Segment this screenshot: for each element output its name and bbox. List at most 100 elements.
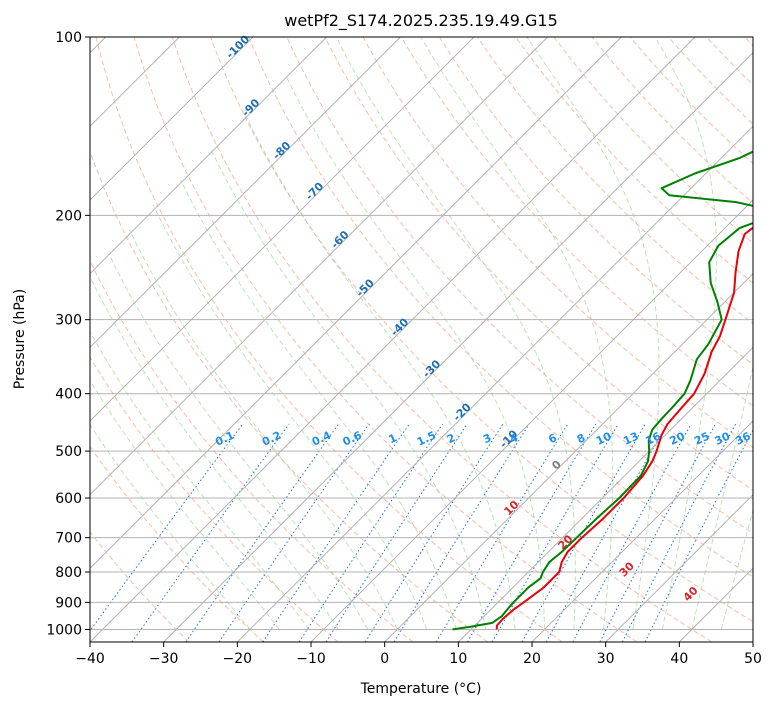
mixing-ratio-line [521, 423, 646, 642]
x-tick-label: −40 [75, 651, 105, 667]
isotherm-label: -70 [303, 180, 326, 203]
mixing-ratio-label: 16 [643, 429, 663, 447]
isotherm-line [90, 37, 549, 496]
moist-adiabat-label: 30 [617, 559, 637, 579]
mixing-ratio-line [218, 423, 370, 642]
axes: −40 −30 −20 −10 0 10 20 30 40 50 1000 900 800 700 600 5… [46, 30, 762, 667]
mixing-ratio-line [467, 423, 597, 642]
isotherm-line [90, 37, 696, 642]
moist-adiabat-line [691, 364, 753, 630]
x-axis-title: Temperature (°C) [360, 681, 482, 697]
y-tick-label: 1000 [46, 622, 82, 638]
x-tick-label: 0 [380, 651, 389, 667]
x-tick-label: 20 [523, 651, 541, 667]
mixing-ratio-label: 8 [575, 431, 587, 446]
isotherm-line [384, 272, 753, 642]
mixing-ratio-line [185, 423, 340, 642]
dry-adiabat-line [400, 37, 753, 407]
x-tick-label: 50 [744, 651, 762, 667]
isotherm-line [90, 37, 622, 570]
isotherm-line [752, 641, 753, 642]
x-tick-label: 10 [449, 651, 467, 667]
mixing-ratio-line [644, 428, 753, 642]
y-tick-label: 800 [55, 565, 82, 581]
dry-adiabat-line [668, 37, 753, 125]
mixing-ratio-line [262, 423, 410, 642]
isotherm-label: -80 [270, 139, 293, 162]
moist-adiabat-line [420, 37, 614, 630]
x-tick-label: −30 [149, 651, 179, 667]
background-lines [90, 37, 753, 642]
isotherm-label: -90 [239, 96, 262, 119]
isotherm-label: -40 [388, 315, 411, 338]
mixing-ratio-label: 6 [546, 431, 559, 446]
x-tick-label: −10 [296, 651, 326, 667]
moist-adiabat-line [90, 423, 251, 630]
moist-adiabat-line [180, 179, 457, 630]
dry-adiabat-line [171, 37, 712, 642]
y-tick-label: 200 [55, 208, 82, 224]
moist-adiabat-line [654, 37, 717, 630]
isotherm-line [457, 346, 753, 642]
dry-adiabat-line [553, 37, 753, 244]
y-tick-label: 900 [55, 595, 82, 611]
plot-frame [89, 36, 754, 643]
y-axis-title: Pressure (hPa) [12, 289, 28, 389]
mixing-ratio-label: 13 [621, 430, 640, 448]
isotherm-line [678, 567, 753, 642]
dry-adiabat-line [515, 37, 753, 284]
isotherm-line [90, 37, 328, 275]
mixing-ratio-label: 10 [594, 429, 614, 447]
mixing-ratio-label: 36 [733, 429, 753, 447]
dry-adiabat-line [133, 37, 638, 642]
mixing-ratio-label: 1 [387, 431, 399, 446]
x-tick-label: 40 [670, 651, 688, 667]
mixing-ratio-line [435, 423, 569, 642]
y-tick-label: 300 [55, 313, 82, 329]
dry-adiabat-line [744, 37, 753, 47]
dry-adiabat-line [591, 37, 753, 204]
y-tick-label: 400 [55, 387, 82, 403]
mixing-ratio-line [131, 423, 290, 642]
mixing-ratio-line [325, 423, 468, 642]
dry-adiabat-line [90, 531, 190, 642]
moist-adiabat-line [335, 37, 576, 630]
mixing-ratio-line [393, 423, 530, 642]
moist-adiabat-label: 20 [556, 532, 576, 552]
moist-adiabat-label: 10 [501, 498, 521, 518]
isotherm-line [310, 199, 753, 642]
dry-adiabat-line [477, 37, 753, 325]
moist-adiabat-line [245, 115, 516, 630]
dry-adiabat-line [90, 356, 339, 642]
background-line-labels: -100-90-80-70-60-50-40-30-20-1000.1 0.2 0.… [213, 32, 753, 604]
dry-adiabat-line [286, 37, 753, 534]
isotherm-line [531, 420, 753, 642]
temperature-line [495, 226, 753, 630]
isotherm-line [163, 51, 753, 642]
mixing-ratio-label: 20 [668, 429, 688, 447]
x-tick-label: 30 [597, 651, 615, 667]
moist-adiabat-line [90, 330, 310, 630]
dewpoint-line [452, 150, 753, 631]
mixing-ratio-label: 3 [481, 431, 493, 446]
moist-adiabat-line [152, 204, 428, 630]
mixing-ratio-label: 30 [713, 429, 733, 447]
isotherm-line [90, 37, 475, 422]
dry-adiabat-line [90, 259, 414, 642]
y-tick-label: 600 [55, 491, 82, 507]
mixing-ratio-line [621, 423, 737, 642]
mixing-ratio-line [491, 423, 619, 642]
isotherm-line [90, 37, 401, 349]
dry-adiabat-line [706, 37, 753, 86]
moist-adiabat-line [526, 37, 660, 630]
moist-adiabat-line [90, 275, 339, 630]
grid-lines [90, 37, 753, 642]
mixing-ratio-line [599, 423, 716, 642]
moist-adiabat-line [128, 229, 398, 630]
moist-adiabat-line [285, 76, 546, 630]
isotherm-line [90, 37, 254, 201]
isotherm-label: -60 [328, 228, 351, 251]
isotherm-line [605, 493, 753, 642]
dry-adiabat-line [248, 37, 753, 578]
